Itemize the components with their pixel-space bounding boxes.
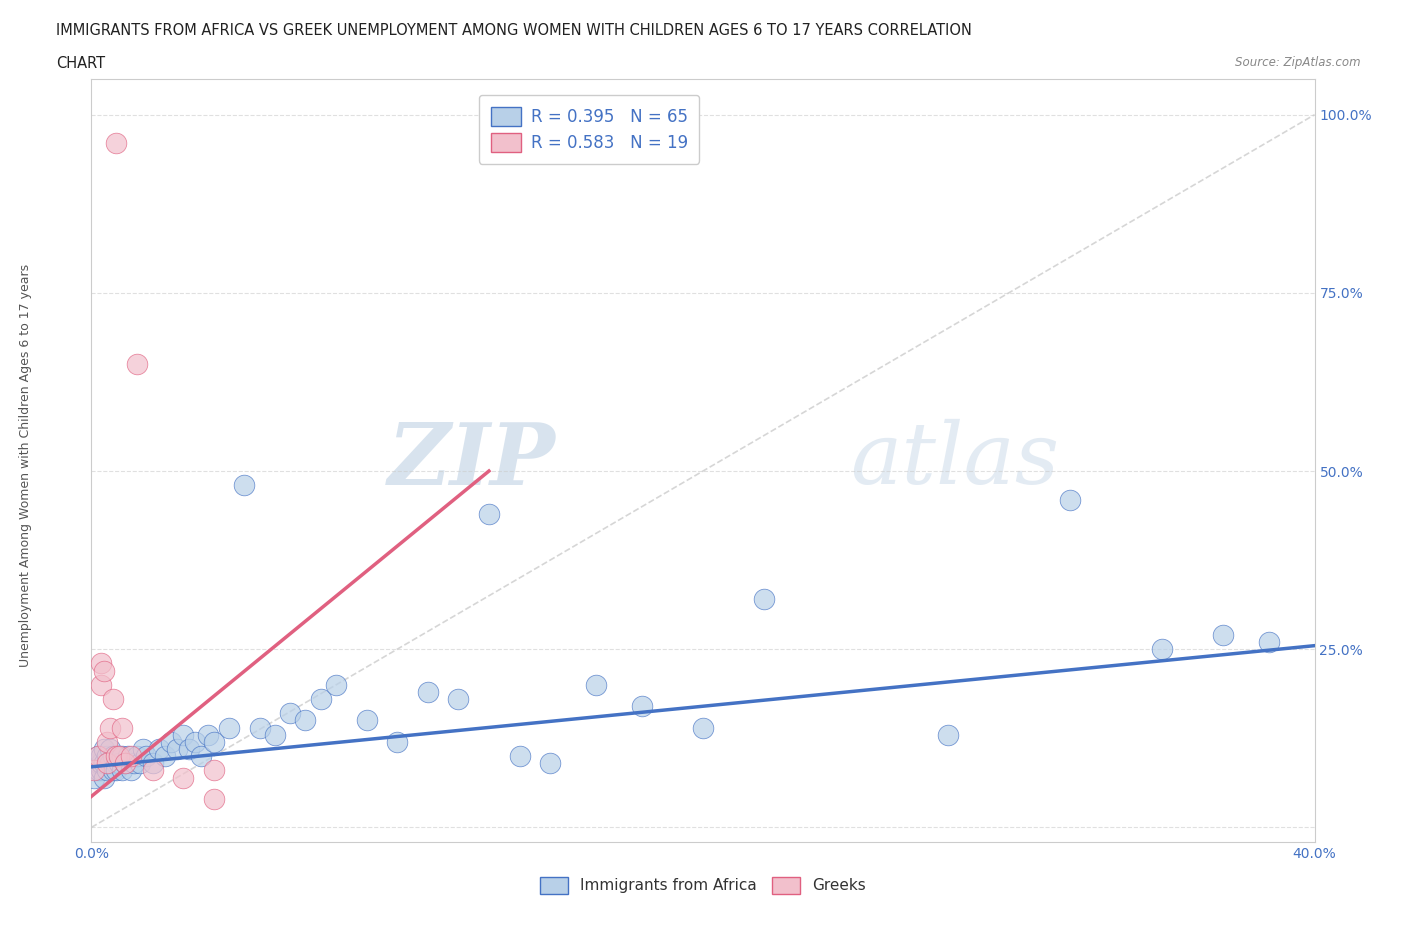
Text: atlas: atlas <box>849 419 1059 501</box>
Point <box>478 506 501 521</box>
Point <box>86 756 108 771</box>
Text: Source: ZipAtlas.com: Source: ZipAtlas.com <box>1236 56 1361 69</box>
Point <box>86 749 108 764</box>
Point <box>153 749 176 764</box>
Point <box>166 741 188 756</box>
Point <box>509 749 531 764</box>
Point <box>538 756 561 771</box>
Point <box>218 720 240 735</box>
Point <box>202 791 225 806</box>
Point <box>1059 492 1081 507</box>
Point <box>93 770 115 785</box>
Point <box>114 756 136 771</box>
Point <box>90 749 112 764</box>
Point <box>129 756 152 771</box>
Point <box>585 677 607 692</box>
Point <box>141 756 163 771</box>
Point <box>86 763 108 777</box>
Point <box>325 677 347 692</box>
Point <box>179 741 201 756</box>
Point <box>96 756 118 771</box>
Point <box>249 720 271 735</box>
Point <box>294 713 316 728</box>
Point <box>98 756 121 771</box>
Point <box>278 706 301 721</box>
Point <box>114 756 136 771</box>
Point <box>108 756 131 771</box>
Point <box>197 727 219 742</box>
Point <box>936 727 959 742</box>
Point <box>190 749 212 764</box>
Point <box>108 749 131 764</box>
Point <box>447 692 470 707</box>
Point <box>1150 642 1173 657</box>
Text: ZIP: ZIP <box>388 418 557 502</box>
Point <box>108 749 131 764</box>
Point <box>83 763 105 777</box>
Point <box>132 741 155 756</box>
Point <box>117 749 139 764</box>
Point <box>104 749 127 764</box>
Point <box>86 749 108 764</box>
Point <box>98 720 121 735</box>
Point <box>172 727 194 742</box>
Point <box>90 763 112 777</box>
Point <box>90 656 112 671</box>
Point <box>111 749 134 764</box>
Point <box>96 763 118 777</box>
Point <box>96 749 118 764</box>
Point <box>1212 628 1234 643</box>
Point <box>93 756 115 771</box>
Point <box>202 735 225 750</box>
Point <box>631 698 654 713</box>
Point <box>127 749 149 764</box>
Point <box>264 727 287 742</box>
Point <box>184 735 207 750</box>
Point <box>692 720 714 735</box>
Point <box>1257 634 1279 649</box>
Text: IMMIGRANTS FROM AFRICA VS GREEK UNEMPLOYMENT AMONG WOMEN WITH CHILDREN AGES 6 TO: IMMIGRANTS FROM AFRICA VS GREEK UNEMPLOY… <box>56 23 972 38</box>
Point <box>309 692 332 707</box>
Point <box>754 591 776 606</box>
Point <box>98 741 121 756</box>
Point <box>93 741 115 756</box>
Text: Unemployment Among Women with Children Ages 6 to 17 years: Unemployment Among Women with Children A… <box>18 263 32 667</box>
Point <box>104 756 127 771</box>
Point <box>202 763 225 777</box>
Point <box>122 756 145 771</box>
Point <box>172 770 194 785</box>
Point <box>111 720 134 735</box>
Point <box>83 770 105 785</box>
Point <box>135 749 157 764</box>
Legend: Immigrants from Africa, Greeks: Immigrants from Africa, Greeks <box>529 864 877 907</box>
Point <box>127 357 149 372</box>
Point <box>90 677 112 692</box>
Point <box>120 749 142 764</box>
Point <box>93 663 115 678</box>
Point <box>104 136 127 151</box>
Point <box>101 749 124 764</box>
Point <box>120 763 142 777</box>
Point <box>141 763 163 777</box>
Point <box>101 763 124 777</box>
Point <box>111 763 134 777</box>
Point <box>101 692 124 707</box>
Point <box>233 478 256 493</box>
Point <box>160 735 183 750</box>
Point <box>90 756 112 771</box>
Point <box>356 713 378 728</box>
Point <box>96 735 118 750</box>
Point <box>385 735 409 750</box>
Point <box>104 763 127 777</box>
Point <box>416 684 439 699</box>
Text: CHART: CHART <box>56 56 105 71</box>
Point <box>148 741 170 756</box>
